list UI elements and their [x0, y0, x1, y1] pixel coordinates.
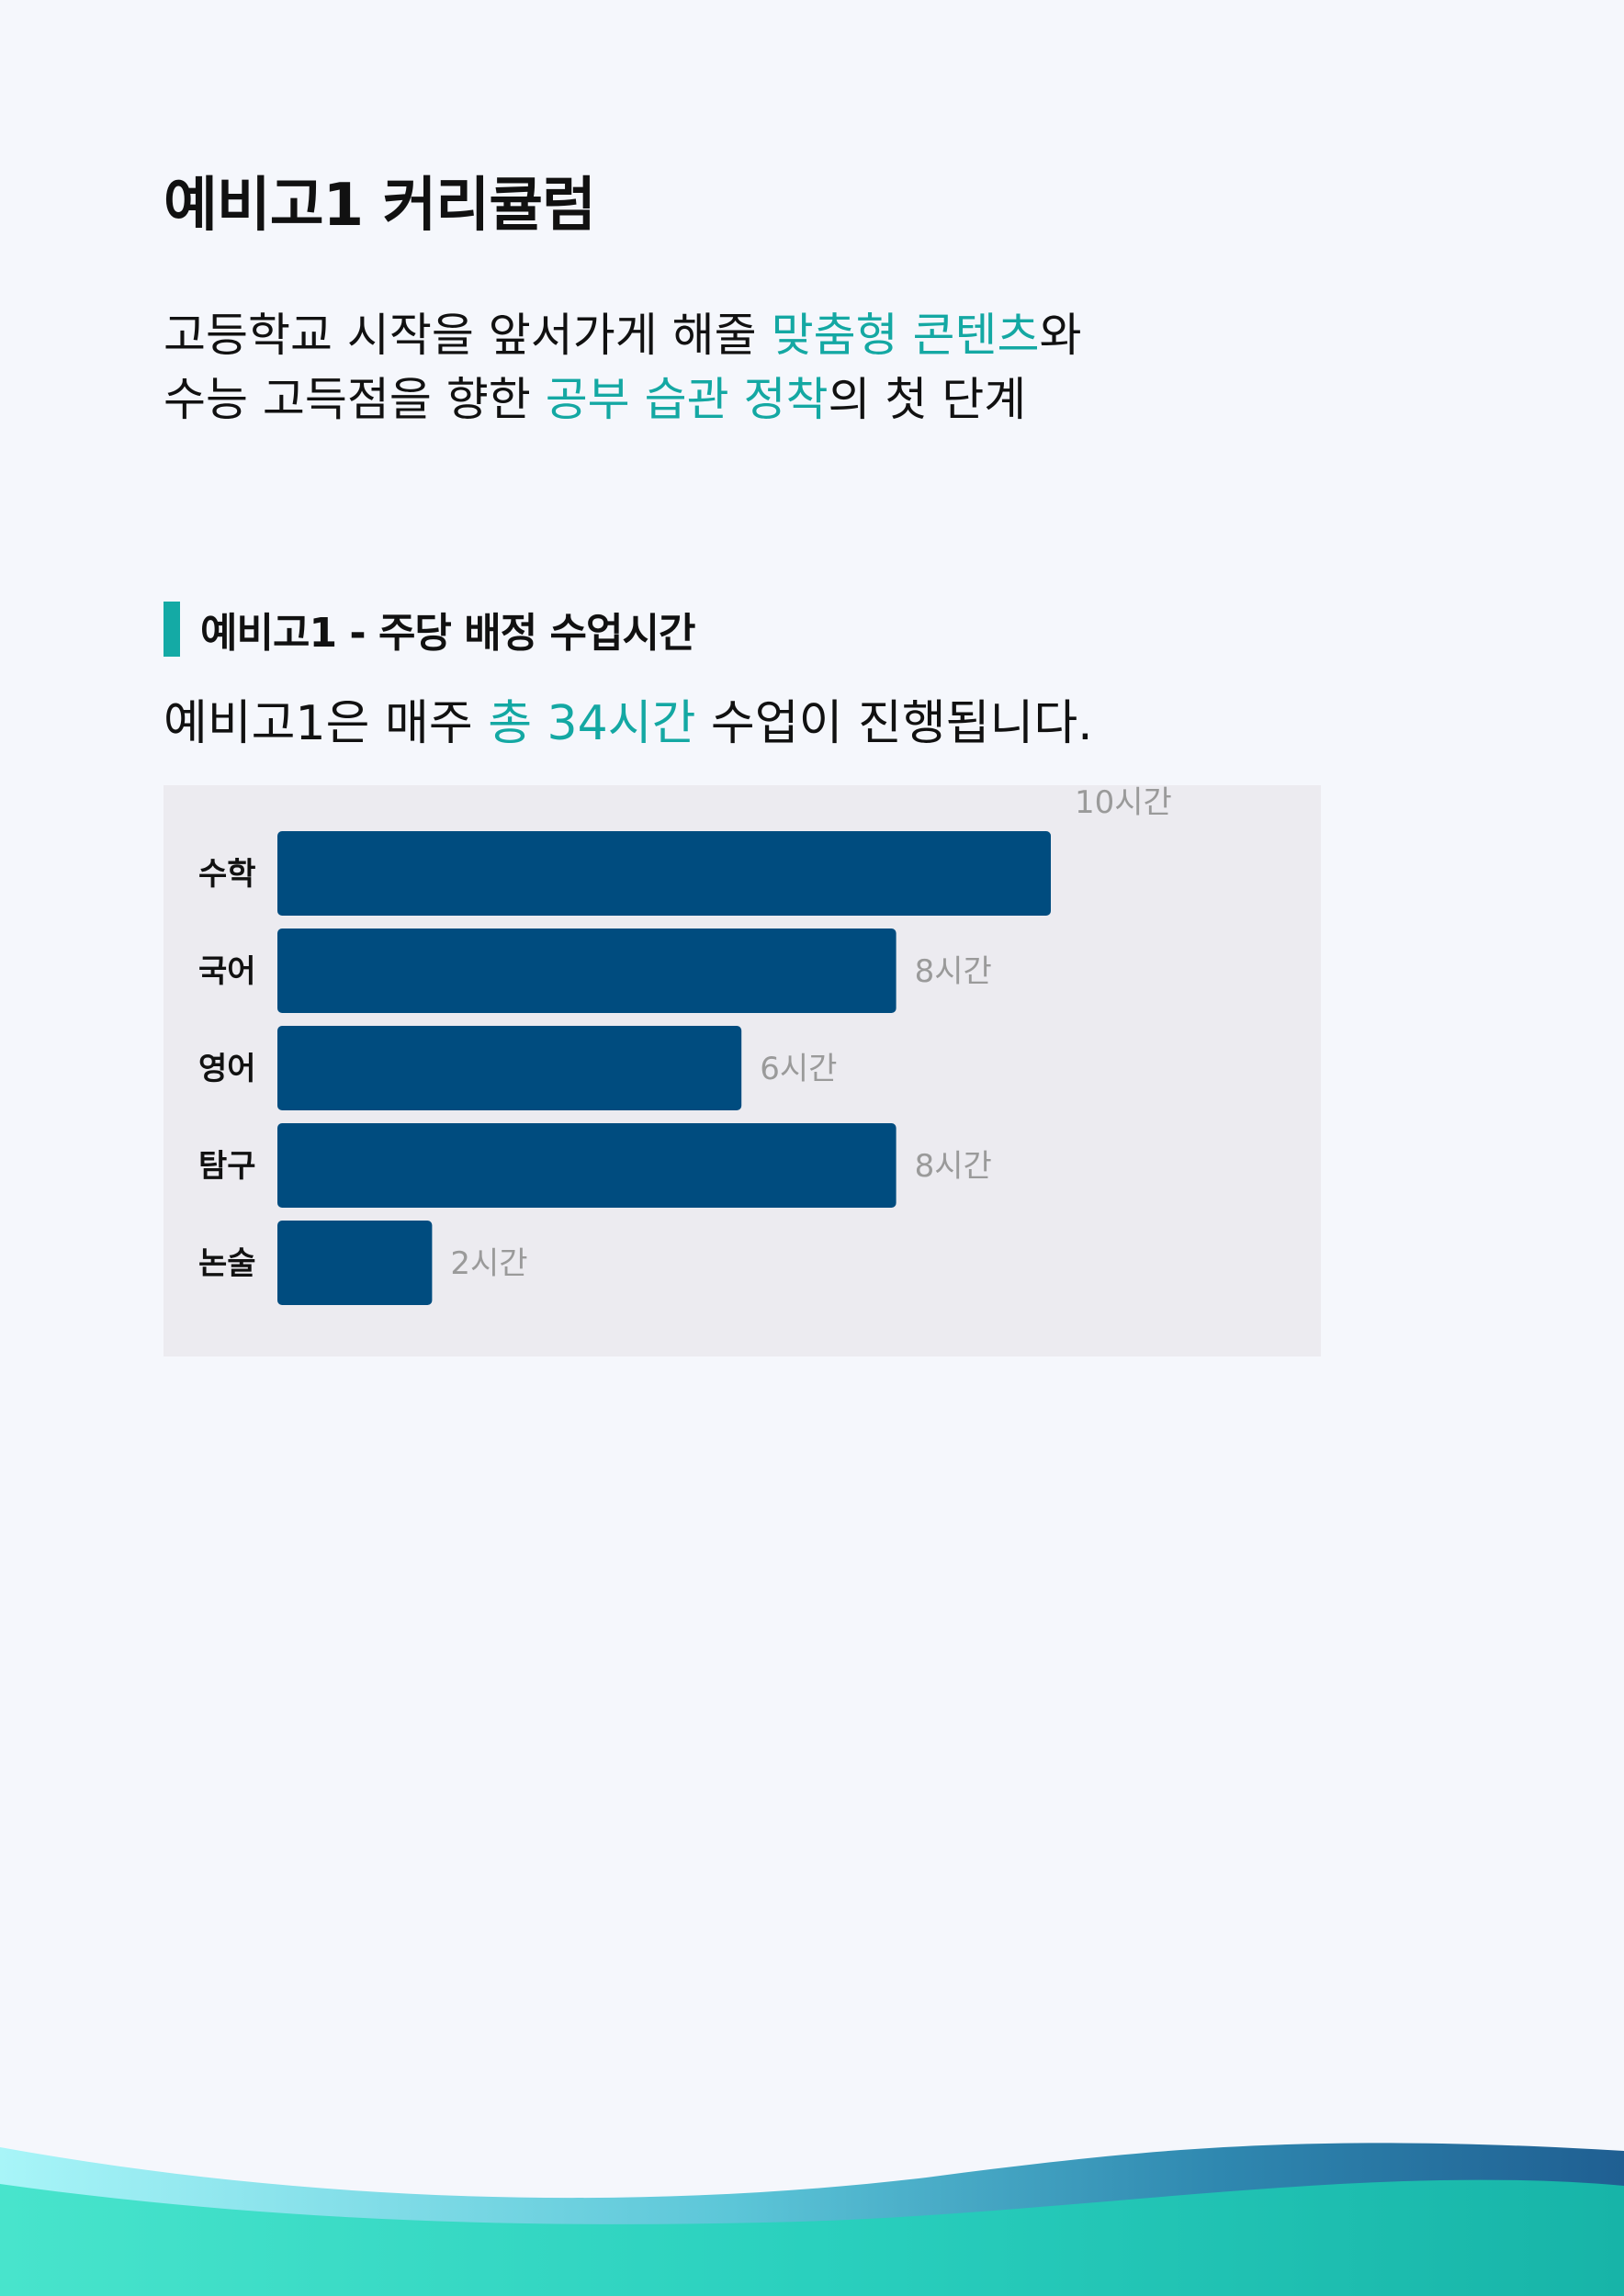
summary-lead: 예비고1은 매주	[164, 696, 489, 751]
bar	[277, 1026, 742, 1110]
bar	[277, 831, 1051, 916]
section-accent-bar	[164, 602, 180, 657]
page-title: 예비고1 커리큘럼	[164, 172, 596, 240]
value-label: 8시간	[915, 953, 992, 990]
bar	[277, 1221, 433, 1305]
category-label: 국어	[198, 953, 256, 990]
section-heading: 예비고1 - 주당 배정 수업시간	[164, 602, 695, 657]
intro-line2-tail: 의 첫 단계	[828, 373, 1027, 426]
value-label: 2시간	[450, 1245, 527, 1282]
value-label: 6시간	[760, 1051, 837, 1087]
category-label: 논술	[198, 1245, 256, 1282]
intro-line2-highlight: 공부 습관 정착	[545, 373, 829, 426]
category-label: 탐구	[198, 1148, 256, 1185]
intro-text: 고등학교 시작을 앞서가게 해줄 맞춤형 콘텐츠와 수능 고득점을 향한 공부 …	[164, 303, 1081, 432]
section-heading-label: 예비고1 - 주당 배정 수업시간	[200, 610, 695, 657]
intro-line1-text: 고등학교 시작을 앞서가게 해줄	[164, 309, 772, 362]
intro-line1-highlight: 맞춤형 콘텐츠	[771, 309, 1040, 362]
bar	[277, 929, 897, 1013]
bar	[277, 1123, 897, 1208]
intro-line2-text: 수능 고득점을 향한	[164, 373, 546, 426]
wave-front-layer	[0, 2179, 1624, 2296]
category-label: 영어	[198, 1051, 256, 1087]
summary-highlight: 총 34시간	[488, 696, 696, 751]
value-label: 8시간	[915, 1148, 992, 1185]
decorative-wave-footer	[0, 2143, 1624, 2296]
category-label: 수학	[198, 856, 256, 893]
value-label: 10시간	[1075, 784, 1172, 821]
summary-tail: 수업이 진행됩니다.	[695, 696, 1093, 751]
summary-text: 예비고1은 매주 총 34시간 수업이 진행됩니다.	[164, 684, 1093, 753]
bar-chart-panel: 수학 10시간 국어 8시간 영어 6시간 탐구 8시간 논술 2시간	[164, 784, 1321, 1356]
intro-line1-tail: 와	[1039, 309, 1082, 362]
